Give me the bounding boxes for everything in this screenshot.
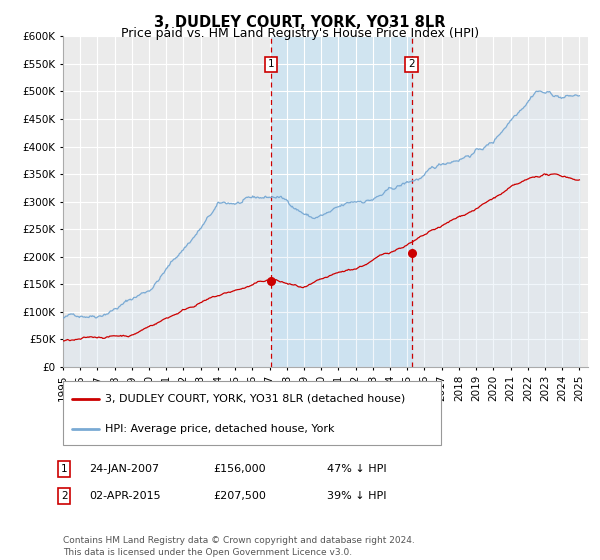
Text: 24-JAN-2007: 24-JAN-2007 bbox=[89, 464, 159, 474]
Text: 2: 2 bbox=[408, 59, 415, 69]
Text: 1: 1 bbox=[61, 464, 68, 474]
Text: 02-APR-2015: 02-APR-2015 bbox=[89, 491, 160, 501]
Text: 1: 1 bbox=[268, 59, 274, 69]
Text: £207,500: £207,500 bbox=[213, 491, 266, 501]
FancyBboxPatch shape bbox=[63, 381, 441, 445]
Text: £156,000: £156,000 bbox=[213, 464, 266, 474]
Text: 47% ↓ HPI: 47% ↓ HPI bbox=[327, 464, 386, 474]
Text: 2: 2 bbox=[61, 491, 68, 501]
Text: 3, DUDLEY COURT, YORK, YO31 8LR: 3, DUDLEY COURT, YORK, YO31 8LR bbox=[154, 15, 446, 30]
Bar bbox=[271, 36, 412, 367]
Text: Contains HM Land Registry data © Crown copyright and database right 2024.
This d: Contains HM Land Registry data © Crown c… bbox=[63, 536, 415, 557]
Text: Price paid vs. HM Land Registry's House Price Index (HPI): Price paid vs. HM Land Registry's House … bbox=[121, 27, 479, 40]
Text: 3, DUDLEY COURT, YORK, YO31 8LR (detached house): 3, DUDLEY COURT, YORK, YO31 8LR (detache… bbox=[104, 394, 405, 404]
Text: HPI: Average price, detached house, York: HPI: Average price, detached house, York bbox=[104, 424, 334, 434]
Text: 39% ↓ HPI: 39% ↓ HPI bbox=[327, 491, 386, 501]
